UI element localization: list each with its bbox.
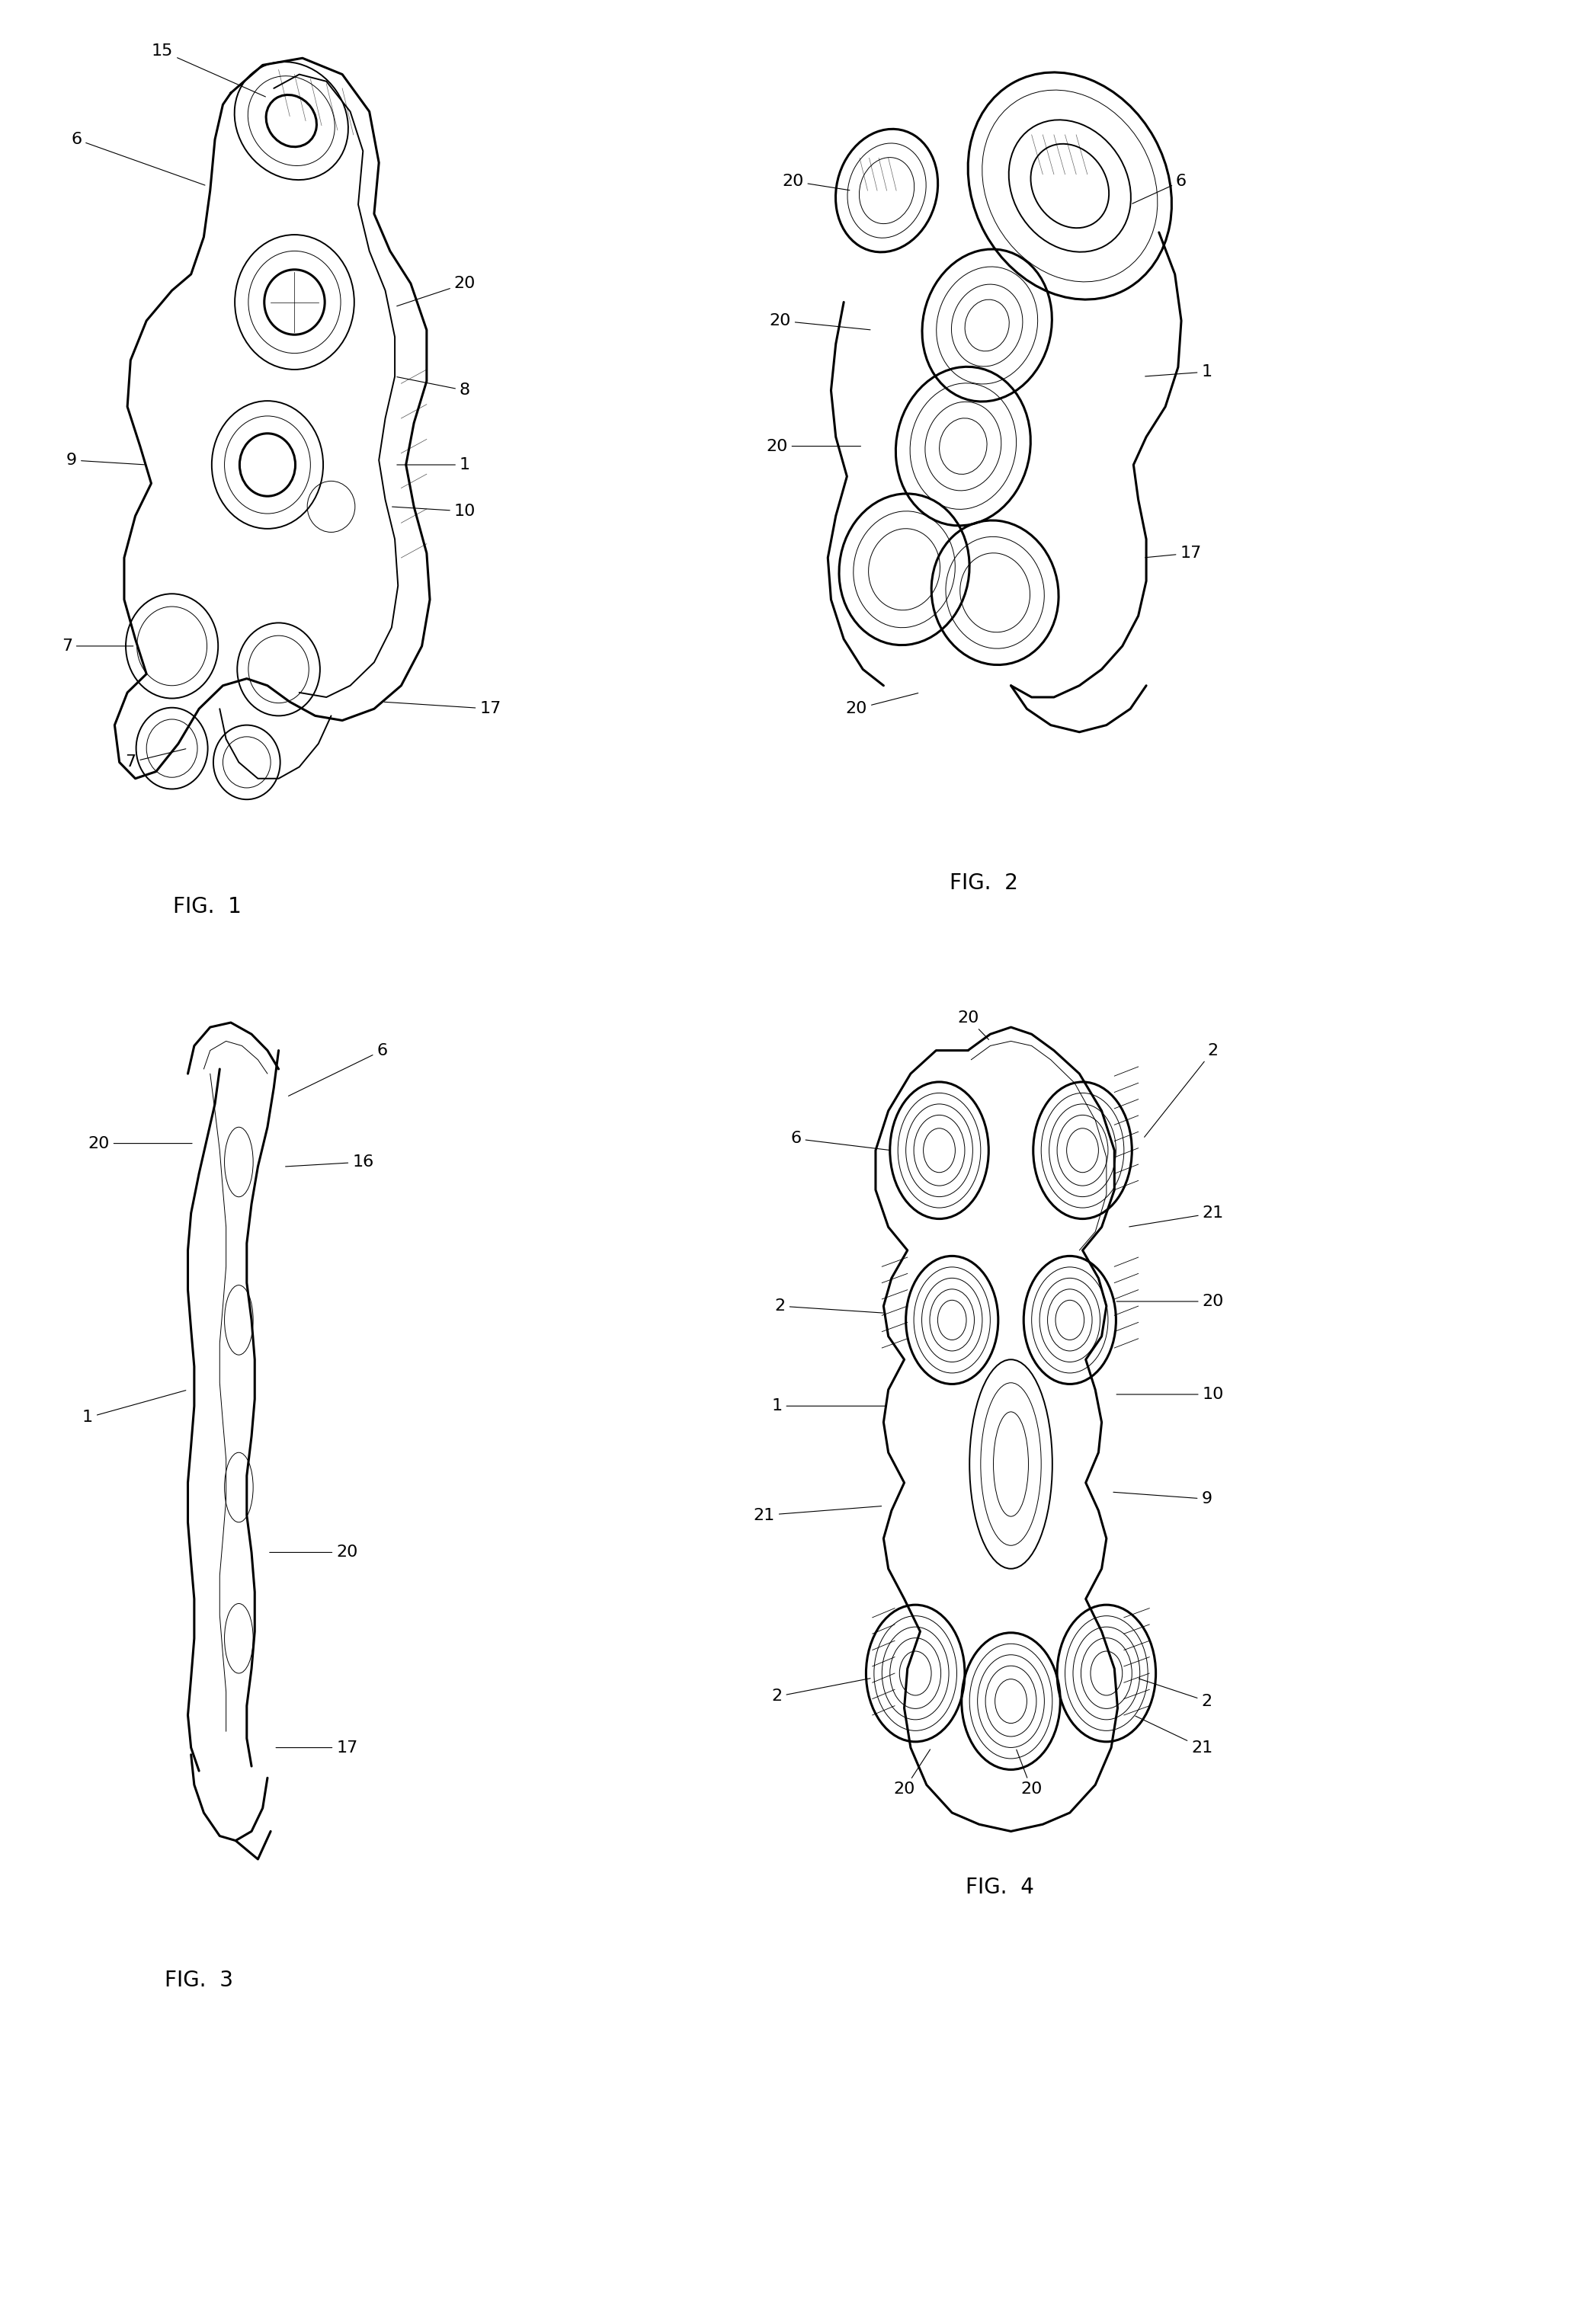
Text: 2: 2 — [772, 1678, 871, 1703]
Text: 20: 20 — [957, 1011, 989, 1039]
Text: FIG.  2: FIG. 2 — [949, 872, 1019, 895]
Text: 15: 15 — [151, 44, 266, 98]
Text: 21: 21 — [1129, 1206, 1224, 1227]
Text: 1: 1 — [1145, 365, 1212, 379]
Text: 20: 20 — [88, 1136, 193, 1150]
Text: 2: 2 — [775, 1299, 884, 1313]
Text: 17: 17 — [1145, 546, 1202, 560]
Text: 17: 17 — [275, 1741, 358, 1755]
Text: 7: 7 — [62, 639, 134, 653]
Text: FIG.  3: FIG. 3 — [164, 1968, 234, 1992]
Text: 6: 6 — [288, 1043, 387, 1097]
Text: 8: 8 — [396, 376, 470, 397]
Text: 9: 9 — [67, 453, 145, 467]
Text: 16: 16 — [285, 1155, 374, 1169]
Text: 20: 20 — [1016, 1750, 1043, 1796]
Text: 20: 20 — [769, 314, 871, 330]
Text: 20: 20 — [269, 1545, 358, 1559]
Text: 17: 17 — [384, 702, 501, 716]
Text: 7: 7 — [126, 748, 186, 769]
Text: 9: 9 — [1113, 1492, 1212, 1506]
Text: 10: 10 — [1116, 1387, 1224, 1401]
Text: 1: 1 — [772, 1399, 887, 1413]
Text: 10: 10 — [392, 504, 476, 518]
Text: 20: 20 — [845, 693, 919, 716]
Text: FIG.  4: FIG. 4 — [965, 1875, 1035, 1899]
Text: 6: 6 — [791, 1132, 890, 1150]
Text: 20: 20 — [1116, 1294, 1224, 1308]
Text: 20: 20 — [893, 1750, 930, 1796]
Text: 21: 21 — [753, 1506, 882, 1522]
Text: 1: 1 — [396, 458, 470, 472]
Text: 20: 20 — [782, 174, 850, 191]
Text: 6: 6 — [1132, 174, 1186, 205]
Text: 20: 20 — [766, 439, 861, 453]
Text: 20: 20 — [396, 277, 476, 307]
Text: 2: 2 — [1138, 1678, 1212, 1708]
Text: 6: 6 — [72, 132, 205, 186]
Text: FIG.  1: FIG. 1 — [172, 895, 242, 918]
Text: 21: 21 — [1135, 1715, 1213, 1755]
Text: 1: 1 — [83, 1390, 186, 1425]
Text: 2: 2 — [1145, 1043, 1218, 1136]
